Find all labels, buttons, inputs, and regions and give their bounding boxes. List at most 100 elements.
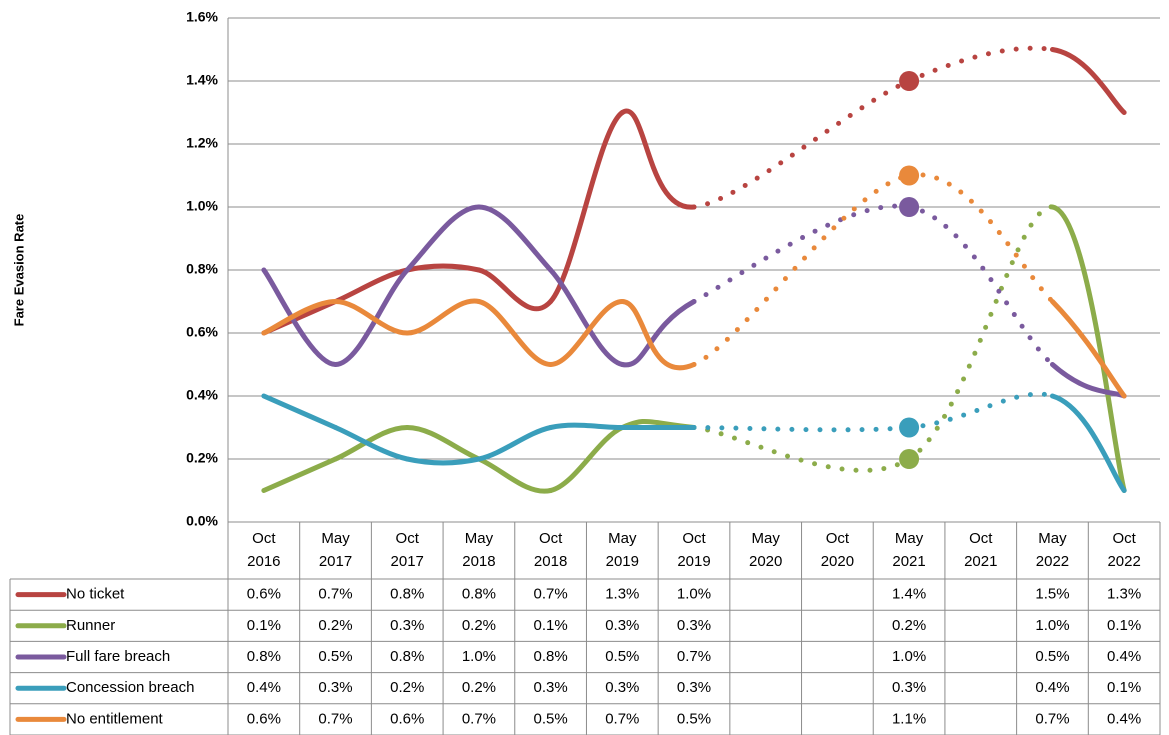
table-value: 0.3% xyxy=(534,679,568,696)
y-tick-label: 1.6% xyxy=(186,9,218,25)
table-value: 0.7% xyxy=(318,586,352,603)
table-value: 0.1% xyxy=(534,617,568,634)
table-value: 0.4% xyxy=(1107,710,1141,727)
table-value: 0.3% xyxy=(677,679,711,696)
x-tick-label: May 2019 xyxy=(605,530,639,570)
point-marker xyxy=(899,197,920,217)
table-value: 0.3% xyxy=(605,679,639,696)
y-tick-label: 0.2% xyxy=(186,450,218,466)
point-marker xyxy=(899,417,920,438)
series-line xyxy=(476,456,554,494)
table-value: 0.1% xyxy=(1107,617,1141,634)
series-line-interpolated xyxy=(906,391,1055,430)
x-tick-label: Oct 2017 xyxy=(390,530,424,570)
table-value: 0.7% xyxy=(1035,710,1069,727)
table-value: 0.3% xyxy=(390,617,424,634)
series-line xyxy=(1049,393,1127,493)
series-line xyxy=(261,393,339,430)
series-line xyxy=(476,425,554,462)
x-tick-label: Oct 2016 xyxy=(247,530,281,570)
series-line xyxy=(404,298,482,336)
series-line xyxy=(548,425,625,493)
y-tick-label: 0.6% xyxy=(186,324,218,340)
series-line xyxy=(619,108,697,210)
table-value: 0.8% xyxy=(462,586,496,603)
series-line xyxy=(404,456,482,466)
table-value: 0.8% xyxy=(390,648,424,665)
table-value: 0.4% xyxy=(1107,648,1141,665)
table-value: 0.3% xyxy=(605,617,639,634)
x-tick-label: May 2021 xyxy=(892,530,926,570)
series-line-interpolated xyxy=(906,204,1055,367)
table-value: 0.4% xyxy=(247,679,281,696)
table-value: 0.2% xyxy=(318,617,352,634)
table-value: 0.6% xyxy=(390,710,424,727)
x-tick-label: May 2017 xyxy=(318,530,353,570)
table-value: 0.1% xyxy=(247,617,281,634)
table-value: 0.5% xyxy=(1035,648,1069,665)
table-value: 1.4% xyxy=(892,586,926,603)
series-line xyxy=(261,299,339,336)
legend-label: No entitlement xyxy=(66,710,164,727)
table-value: 0.7% xyxy=(605,710,639,727)
table-value: 0.3% xyxy=(677,617,711,634)
table-value: 0.4% xyxy=(1035,679,1069,696)
table-value: 0.5% xyxy=(677,710,711,727)
legend-label: Full fare breach xyxy=(66,648,170,665)
x-tick-label: May 2022 xyxy=(1035,530,1070,570)
series-line-interpolated xyxy=(906,45,1055,84)
series-line xyxy=(1049,204,1127,493)
table-value: 0.8% xyxy=(534,648,568,665)
series-line-interpolated xyxy=(691,425,912,433)
x-tick-label: Oct 2021 xyxy=(964,530,998,570)
x-tick-label: May 2020 xyxy=(749,530,783,570)
y-tick-label: 1.0% xyxy=(186,198,218,214)
y-axis-label: Fare Evasion Rate xyxy=(11,214,26,327)
x-tick-label: May 2018 xyxy=(462,530,496,570)
y-tick-label: 1.4% xyxy=(186,72,218,88)
x-tick-label: Oct 2019 xyxy=(677,530,711,570)
table-value: 0.7% xyxy=(318,710,352,727)
point-marker xyxy=(899,449,920,469)
table-value: 0.3% xyxy=(892,679,926,696)
table-value: 1.3% xyxy=(1107,586,1141,603)
table-value: 1.1% xyxy=(892,710,926,727)
series-line xyxy=(404,425,482,462)
point-marker xyxy=(899,71,920,91)
x-tick-label: Oct 2020 xyxy=(820,530,855,570)
table-value: 0.6% xyxy=(247,586,281,603)
series-line xyxy=(261,267,339,367)
series-line-interpolated xyxy=(906,172,1055,304)
table-value: 1.0% xyxy=(892,648,926,665)
series-line xyxy=(548,299,625,367)
table-value: 0.5% xyxy=(318,648,352,665)
table-value: 0.5% xyxy=(534,710,568,727)
series-line xyxy=(1049,47,1127,115)
series-line xyxy=(333,299,410,336)
table-value: 0.1% xyxy=(1107,679,1141,696)
y-tick-label: 1.2% xyxy=(186,135,218,151)
series-line xyxy=(261,456,339,493)
legend-label: Runner xyxy=(66,617,115,634)
table-value: 1.5% xyxy=(1035,586,1069,603)
series-line-interpolated xyxy=(691,425,912,473)
series-line xyxy=(476,299,554,367)
table-value: 1.0% xyxy=(1035,617,1069,634)
table-value: 0.2% xyxy=(462,679,496,696)
series-line-interpolated xyxy=(691,78,912,210)
series-line xyxy=(476,267,554,312)
table-value: 0.7% xyxy=(677,648,711,665)
table-value: 0.2% xyxy=(390,679,424,696)
series-line xyxy=(333,267,410,304)
table-value: 0.2% xyxy=(892,617,926,634)
legend-label: Concession breach xyxy=(66,679,194,696)
series-line xyxy=(1049,299,1127,399)
series-line xyxy=(333,425,410,462)
table-value: 1.3% xyxy=(605,586,639,603)
series-line xyxy=(404,204,482,273)
x-tick-label: Oct 2022 xyxy=(1107,530,1141,570)
y-tick-label: 0.8% xyxy=(186,261,218,277)
series-line xyxy=(548,422,625,430)
